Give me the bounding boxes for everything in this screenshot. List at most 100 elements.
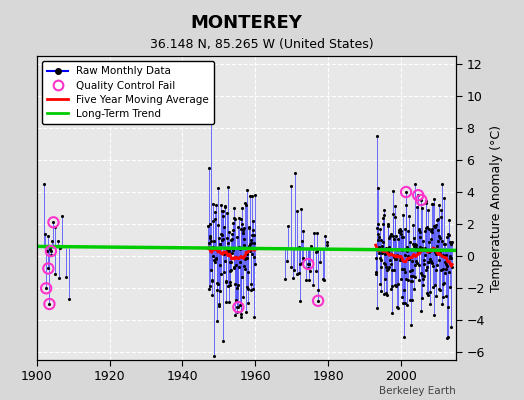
Point (217, 202, 225, 208)
Point (435, 287, 444, 294)
Point (375, 244, 383, 250)
Point (401, 269, 409, 276)
Point (208, 278, 216, 284)
Point (446, 252, 455, 259)
Point (387, 286, 395, 292)
Point (398, 294, 407, 300)
Point (372, 271, 380, 277)
Point (250, 313, 258, 320)
Point (43, 248, 51, 255)
Point (238, 274, 246, 280)
Point (402, 244, 411, 250)
Point (296, 260, 304, 267)
Point (411, 261, 419, 268)
Point (53, 237, 62, 244)
Point (414, 262, 423, 268)
Point (388, 310, 397, 316)
Point (385, 244, 394, 250)
Point (407, 297, 416, 303)
Point (213, 280, 221, 286)
Point (302, 276, 311, 283)
Point (373, 224, 381, 231)
Point (238, 205, 246, 212)
Point (402, 276, 411, 282)
Point (432, 262, 441, 268)
Point (214, 185, 222, 192)
Point (404, 277, 412, 283)
Point (247, 237, 255, 243)
Point (400, 287, 408, 293)
Point (293, 208, 301, 214)
Point (206, 282, 214, 289)
Point (439, 294, 447, 300)
Point (445, 232, 453, 238)
Point (209, 253, 217, 259)
Point (446, 241, 455, 248)
Point (66, 296, 74, 302)
Point (244, 300, 252, 306)
Point (296, 298, 304, 304)
Point (287, 183, 296, 190)
Point (438, 238, 446, 245)
Point (382, 245, 390, 252)
Point (306, 268, 314, 274)
Point (442, 252, 451, 258)
Point (407, 321, 416, 328)
Point (378, 250, 387, 257)
Point (396, 254, 404, 260)
Point (398, 266, 406, 272)
Point (304, 261, 312, 267)
Point (397, 234, 406, 240)
Point (51, 223, 59, 230)
Point (323, 242, 331, 248)
Point (204, 240, 213, 246)
Point (222, 278, 230, 285)
Point (293, 271, 301, 278)
Point (391, 233, 400, 239)
Point (447, 255, 455, 261)
Point (233, 234, 242, 240)
Point (403, 301, 411, 308)
Point (391, 202, 399, 209)
Point (298, 260, 307, 266)
Point (422, 267, 430, 273)
Point (386, 251, 394, 257)
Point (379, 220, 387, 227)
Point (304, 276, 313, 283)
Point (435, 257, 443, 264)
Point (396, 257, 404, 263)
Point (441, 258, 450, 265)
Point (221, 204, 229, 210)
Point (216, 262, 224, 268)
Point (231, 281, 239, 288)
Point (400, 252, 409, 258)
Point (225, 248, 234, 254)
Point (405, 256, 413, 263)
Point (408, 278, 416, 284)
Point (411, 241, 420, 247)
Point (212, 247, 221, 254)
Point (430, 312, 438, 319)
Point (382, 290, 390, 296)
Point (402, 189, 410, 195)
Point (388, 211, 397, 217)
Point (237, 221, 246, 228)
Point (219, 213, 227, 219)
Point (222, 248, 231, 254)
Point (393, 245, 401, 252)
Point (408, 267, 417, 274)
Point (427, 258, 435, 264)
Point (224, 240, 233, 246)
Point (412, 242, 420, 248)
Point (210, 353, 219, 360)
Point (309, 282, 318, 288)
Point (379, 239, 387, 246)
Point (407, 273, 415, 279)
Point (214, 221, 222, 228)
Point (232, 297, 240, 304)
Point (436, 206, 445, 213)
Point (215, 301, 223, 307)
Point (207, 117, 215, 123)
Point (442, 293, 450, 299)
Point (426, 300, 434, 307)
